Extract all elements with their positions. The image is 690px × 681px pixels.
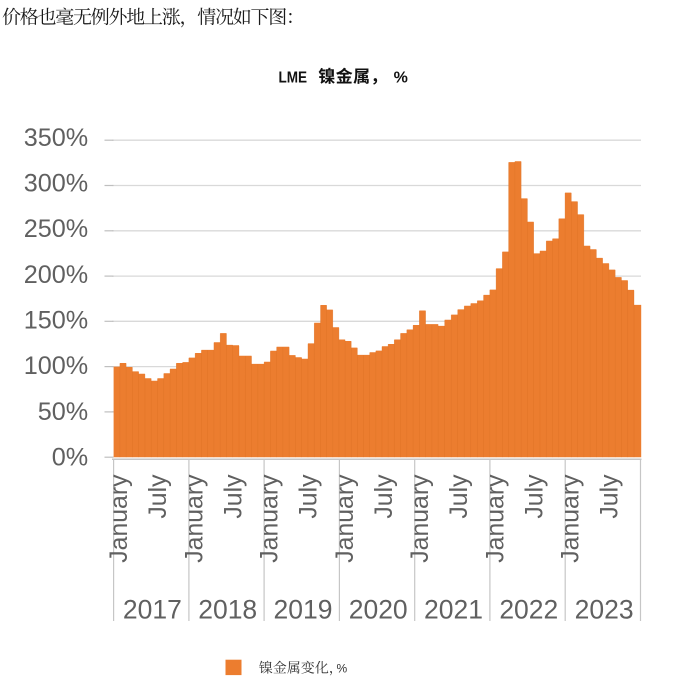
svg-text:250%: 250% [24,215,88,243]
svg-text:%: % [394,69,408,86]
svg-text:2022: 2022 [499,595,558,625]
svg-text:July: July [521,474,548,519]
svg-text:300%: 300% [24,170,88,198]
svg-text:January: January [181,474,208,563]
svg-text:2021: 2021 [424,595,483,625]
svg-text:50%: 50% [38,398,88,426]
svg-text:2017: 2017 [123,595,182,625]
svg-text:July: July [220,474,247,519]
svg-text:200%: 200% [24,261,88,289]
svg-text:July: July [446,474,473,519]
svg-text:100%: 100% [24,352,88,380]
svg-text:350%: 350% [24,124,88,152]
svg-text:150%: 150% [24,307,88,335]
svg-text:January: January [407,474,434,563]
svg-text:January: January [106,474,133,563]
svg-text:July: July [145,474,172,519]
svg-text:July: July [296,474,323,519]
svg-text:2020: 2020 [349,595,408,625]
svg-text:2019: 2019 [274,595,333,625]
svg-text:%: % [337,662,348,676]
svg-text:January: January [332,474,359,563]
svg-text:2018: 2018 [198,595,257,625]
svg-text:July: July [597,474,624,519]
svg-text:0%: 0% [52,443,88,471]
svg-text:LME: LME [279,69,308,86]
svg-text:January: January [482,474,509,563]
svg-text:2023: 2023 [575,595,634,625]
svg-text:January: January [257,474,284,563]
svg-text:January: January [558,474,585,563]
svg-text:July: July [371,474,398,519]
